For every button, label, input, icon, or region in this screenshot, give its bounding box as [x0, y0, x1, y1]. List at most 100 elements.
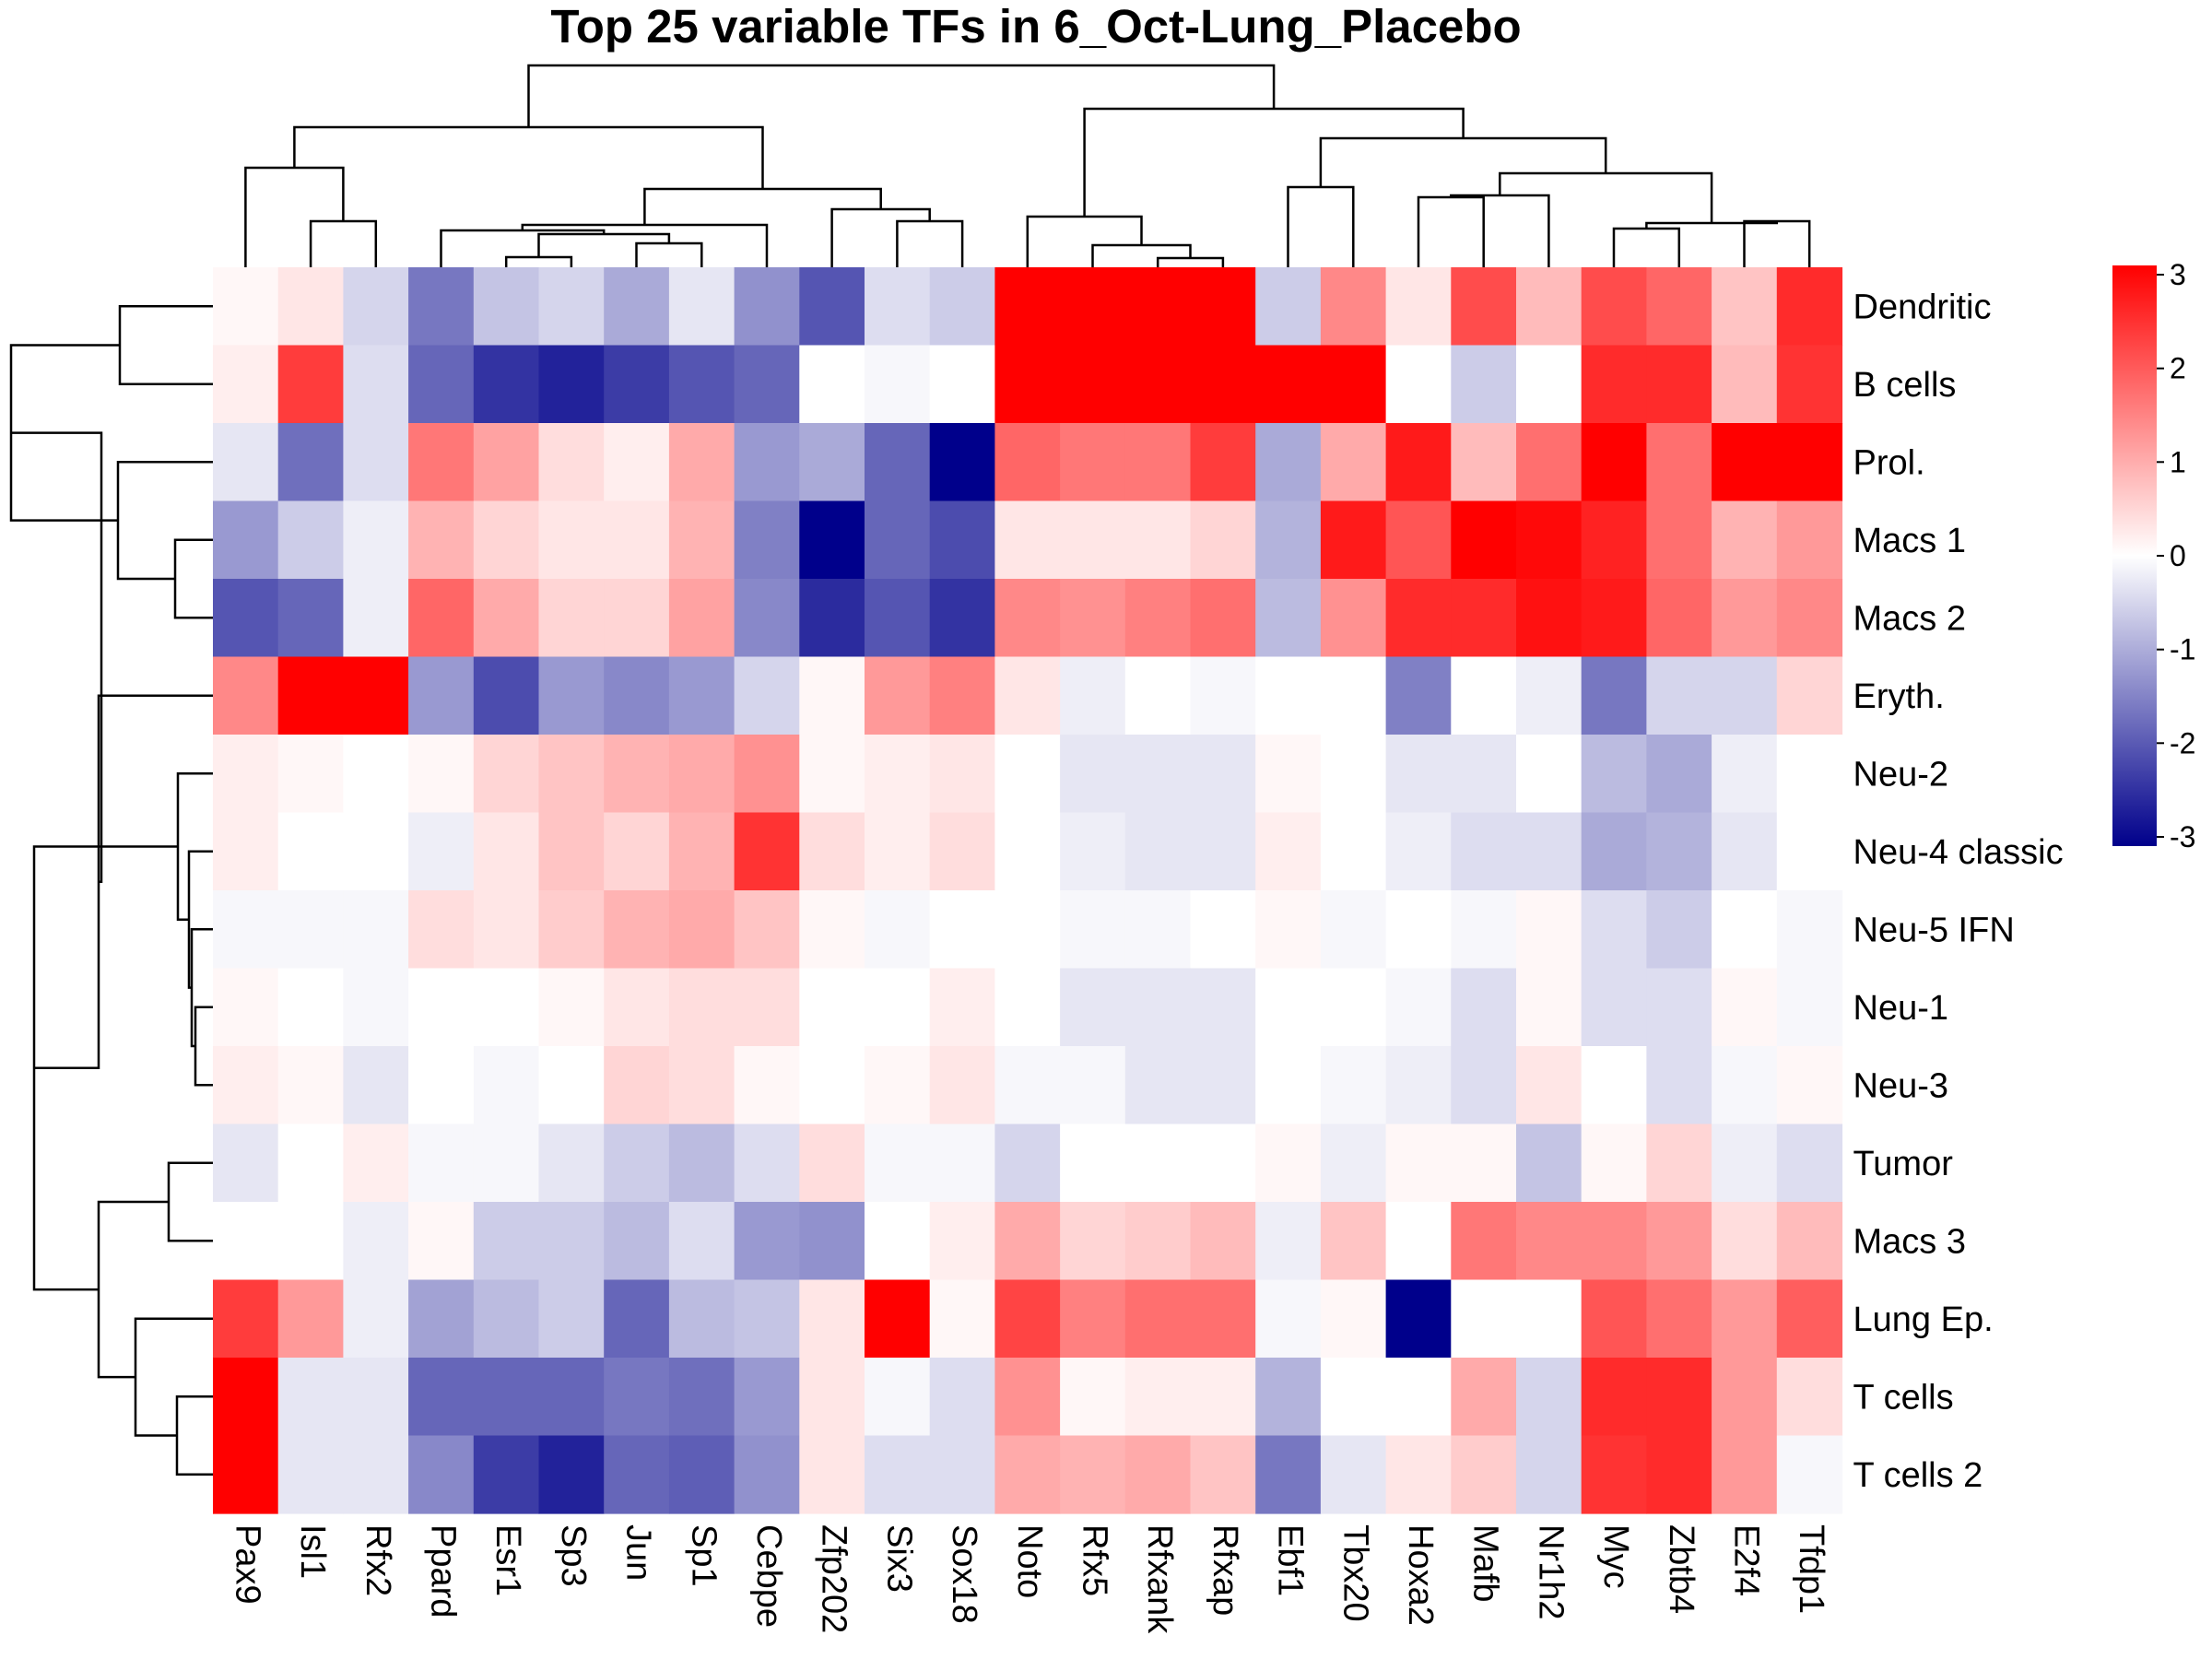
heatmap-cell	[604, 1358, 670, 1437]
heatmap-cell	[213, 579, 279, 658]
heatmap-cell	[213, 656, 279, 735]
heatmap-cell	[1581, 1358, 1647, 1437]
heatmap-cell	[604, 735, 670, 814]
row-label: Macs 3	[1853, 1222, 1966, 1261]
row-dendrogram-branch	[118, 305, 213, 386]
heatmap-cell	[734, 500, 800, 580]
legend-tick-label: -1	[2170, 633, 2195, 666]
heatmap-cell	[1060, 968, 1126, 1047]
heatmap-cell	[1124, 500, 1192, 580]
column-dendrogram-branch	[440, 229, 606, 267]
heatmap-cell	[799, 968, 865, 1047]
heatmap-cell	[343, 1202, 409, 1281]
heatmap-cell	[799, 345, 865, 424]
heatmap-cell	[213, 1202, 279, 1281]
heatmap-cell	[1060, 345, 1126, 424]
heatmap-cell	[668, 1046, 735, 1125]
row-label: Neu-1	[1853, 989, 1949, 1028]
heatmap-cell	[929, 500, 995, 580]
heatmap-cell	[604, 1202, 670, 1281]
column-label: Rfx2	[359, 1524, 397, 1596]
heatmap-cell	[1776, 1202, 1843, 1281]
heatmap-cell	[799, 1124, 865, 1203]
heatmap-cell	[1124, 1124, 1192, 1203]
heatmap-cell	[1124, 812, 1192, 891]
heatmap-cell	[277, 656, 344, 735]
heatmap-cell	[1190, 1279, 1256, 1359]
heatmap-cell	[1712, 579, 1778, 658]
heatmap-cell	[1712, 345, 1778, 424]
heatmap-cell	[1451, 1358, 1517, 1437]
row-label: B cells	[1853, 366, 1957, 405]
heatmap-cell	[1385, 812, 1452, 891]
heatmap-cell	[1255, 423, 1322, 502]
heatmap-cell	[1776, 1279, 1843, 1359]
heatmap-cell	[799, 579, 865, 658]
heatmap-cell	[538, 968, 605, 1047]
heatmap-cell	[473, 1202, 540, 1281]
heatmap-cell	[1776, 1435, 1843, 1514]
heatmap-cell	[1516, 267, 1583, 347]
heatmap-cell	[1320, 1046, 1387, 1125]
heatmap-cell	[1581, 1279, 1647, 1359]
heatmap-cell	[343, 267, 409, 347]
heatmap-cell	[668, 735, 735, 814]
heatmap-cell	[1124, 656, 1192, 735]
row-label: Macs 1	[1853, 522, 1966, 560]
heatmap-cell	[1385, 735, 1452, 814]
heatmap-cell	[1581, 1124, 1647, 1203]
heatmap-cell	[799, 423, 865, 502]
heatmap-cell	[1516, 735, 1583, 814]
heatmap-cell	[343, 345, 409, 424]
heatmap-cells	[213, 267, 1843, 1514]
heatmap-cell	[929, 267, 995, 347]
heatmap-cell	[1451, 1202, 1517, 1281]
heatmap-cell	[408, 1046, 475, 1125]
heatmap-cell	[1320, 345, 1387, 424]
heatmap-cell	[1320, 1124, 1387, 1203]
heatmap-cell	[734, 579, 800, 658]
heatmap-cell	[1255, 1124, 1322, 1203]
heatmap-cell	[1060, 656, 1126, 735]
column-dendrogram-branch	[527, 64, 1276, 127]
heatmap-cell	[408, 1358, 475, 1437]
heatmap-cell	[929, 1124, 995, 1203]
heatmap-cell	[1124, 1279, 1192, 1359]
heatmap-cell	[1124, 1046, 1192, 1125]
heatmap-cell	[1124, 1435, 1192, 1514]
heatmap-cell	[1516, 1202, 1583, 1281]
heatmap-cell	[734, 1202, 800, 1281]
heatmap-cell	[865, 1202, 931, 1281]
heatmap-cell	[277, 1046, 344, 1125]
heatmap-cell	[1255, 1358, 1322, 1437]
heatmap-cell	[343, 890, 409, 970]
heatmap-cell	[1190, 735, 1256, 814]
heatmap-cell	[1190, 500, 1256, 580]
heatmap-cell	[1581, 345, 1647, 424]
column-dendrogram-branch	[1319, 136, 1607, 187]
heatmap-cell	[604, 968, 670, 1047]
heatmap-cell	[473, 968, 540, 1047]
legend-tick-label: 0	[2170, 539, 2186, 572]
heatmap-cell	[929, 1046, 995, 1125]
row-label: Prol.	[1853, 443, 1925, 482]
heatmap-cell	[1581, 812, 1647, 891]
heatmap-cell	[994, 1046, 1061, 1125]
legend-tick-label: -2	[2170, 726, 2195, 759]
heatmap-cell	[277, 500, 344, 580]
heatmap-cell	[1451, 890, 1517, 970]
heatmap-cell	[1646, 500, 1712, 580]
heatmap-cell	[668, 890, 735, 970]
heatmap-cell	[865, 1124, 931, 1203]
heatmap-cell	[277, 1279, 344, 1359]
heatmap-cell	[1255, 267, 1322, 347]
heatmap-cell	[604, 812, 670, 891]
heatmap-cell	[1712, 1124, 1778, 1203]
heatmap-cell	[538, 1124, 605, 1203]
heatmap-cell	[1712, 423, 1778, 502]
column-label: Rfxank	[1140, 1524, 1179, 1634]
heatmap-cell	[1776, 1358, 1843, 1437]
row-dendrogram-branch	[167, 1161, 213, 1242]
heatmap-cell	[1646, 1435, 1712, 1514]
heatmap-cell	[929, 1358, 995, 1437]
